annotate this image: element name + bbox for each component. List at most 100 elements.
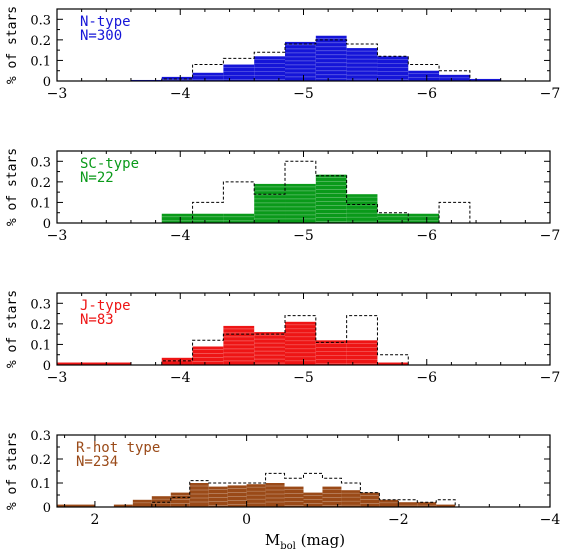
panel-count-label: N=83 [80,312,114,328]
bar [341,490,361,507]
bar [265,483,285,507]
bar [346,194,378,223]
y-tick-label: 0.1 [30,196,51,211]
y-tick-label: 0.1 [30,54,51,69]
x-tick-label: −3 [47,228,68,244]
y-tick-label: 0.1 [30,477,51,492]
y-tick-label: 0.2 [30,318,51,333]
x-tick-label: −5 [293,86,314,102]
y-tick-label: 0 [43,217,51,232]
bar [189,483,209,507]
bar [254,183,286,223]
bar [223,213,255,223]
panel-count-label: N=22 [80,170,114,186]
y-tick-label: 0.3 [30,13,51,28]
y-tick-label: 0.2 [30,176,51,191]
bar [303,492,323,507]
bar [113,504,133,507]
bar [246,484,266,507]
bar [151,496,171,507]
panel-type-label: R-hot type [76,440,160,456]
bar [377,362,409,365]
bar [377,56,409,81]
y-tick-label: 0 [43,75,51,90]
bar [377,213,409,223]
bar [285,41,316,81]
x-tick-label: −5 [293,228,314,244]
y-tick-label: 0.1 [30,338,51,353]
bar [254,332,286,365]
dashed-histogram [57,472,475,508]
y-axis-title: % of stars [5,148,20,226]
y-axis-title: % of stars [5,6,20,84]
bar [315,35,347,81]
x-tick-label: −6 [416,228,437,244]
x-tick-label: −6 [416,86,437,102]
x-tick-label: 2 [90,512,99,528]
bar [284,486,304,507]
x-ticks [56,9,551,81]
bar [192,346,224,365]
filled-histogram [130,35,501,81]
bar [161,213,193,223]
bar [285,183,316,223]
bar [223,325,255,365]
y-ticks [57,150,550,224]
bar [315,340,347,365]
y-tick-label: 0.3 [30,297,51,312]
panel-type-label: J-type [80,298,131,314]
x-tick-label: −6 [416,370,437,386]
x-tick-label: −4 [170,228,191,244]
x-tick-label: −4 [170,370,191,386]
bar [161,357,193,365]
x-axis-title-unit: (mag) [296,531,345,549]
y-tick-label: 0 [43,501,51,516]
bar [315,174,347,223]
bar [322,486,342,507]
panel-type-label: N-type [80,14,131,30]
y-tick-label: 0.3 [30,429,51,444]
x-axis-title-subscript: bol [280,541,296,552]
bar [469,78,501,81]
bar [57,504,95,507]
x-tick-label: −5 [293,370,314,386]
y-tick-label: 0.2 [30,453,51,468]
bar [285,321,316,365]
x-tick-label: −7 [540,228,561,244]
panel-sc: −3 −4 −5 −6 −7 0 0.1 0.2 0.3 % of stars SC-typeN=2… [5,148,560,244]
bar [57,362,131,365]
y-tick-label: 0 [43,359,51,374]
x-axis-title: Mbol (mag) [265,531,345,552]
x-tick-label: 0 [242,512,251,528]
bar [379,499,399,507]
bar [439,74,470,81]
panel-count-label: N=300 [80,28,122,44]
y-ticks [57,434,550,508]
panels: −3 −4 −5 −6 −7 0 0.1 0.2 0.3 % of stars N-typeN=30… [5,6,560,528]
bar [436,504,456,507]
bar [346,340,378,365]
bar [408,213,440,223]
bar [132,499,152,507]
bar [208,486,228,507]
y-ticks [57,292,550,366]
panel-type-label: SC-type [80,156,139,172]
bar [227,485,247,507]
filled-histogram [57,483,456,507]
panel-r-hot: 2 0 −2 −4 0 0.1 0.2 0.3 % of stars R-hot typeN=23… [5,429,560,528]
x-ticks [64,435,551,507]
filled-histogram [161,174,440,223]
x-tick-label: −4 [170,86,191,102]
bar [417,502,437,507]
bar [254,56,286,81]
bar [360,492,380,507]
y-axis-title: % of stars [5,432,20,510]
bar [192,213,224,223]
bar [223,64,255,81]
x-tick-label: −2 [388,512,409,528]
bar [398,502,418,507]
y-ticks [57,8,550,82]
dashed-histogram [130,39,501,82]
